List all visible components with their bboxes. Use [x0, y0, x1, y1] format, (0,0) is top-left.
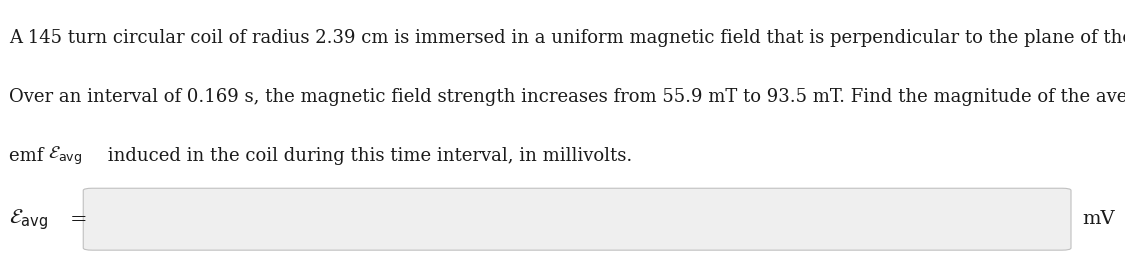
Text: $\mathcal{E}_{\rm avg}$: $\mathcal{E}_{\rm avg}$: [9, 207, 48, 232]
FancyBboxPatch shape: [83, 188, 1071, 250]
Text: mV: mV: [1082, 210, 1115, 228]
Text: emf: emf: [9, 147, 50, 165]
Text: induced in the coil during this time interval, in millivolts.: induced in the coil during this time int…: [102, 147, 632, 165]
Text: Over an interval of 0.169 s, the magnetic field strength increases from 55.9 mT : Over an interval of 0.169 s, the magneti…: [9, 88, 1125, 106]
Text: A 145 turn circular coil of radius 2.39 cm is immersed in a uniform magnetic fie: A 145 turn circular coil of radius 2.39 …: [9, 29, 1125, 47]
Text: $\mathcal{E}_{\rm avg}$: $\mathcal{E}_{\rm avg}$: [48, 145, 82, 167]
Text: =: =: [70, 210, 88, 229]
